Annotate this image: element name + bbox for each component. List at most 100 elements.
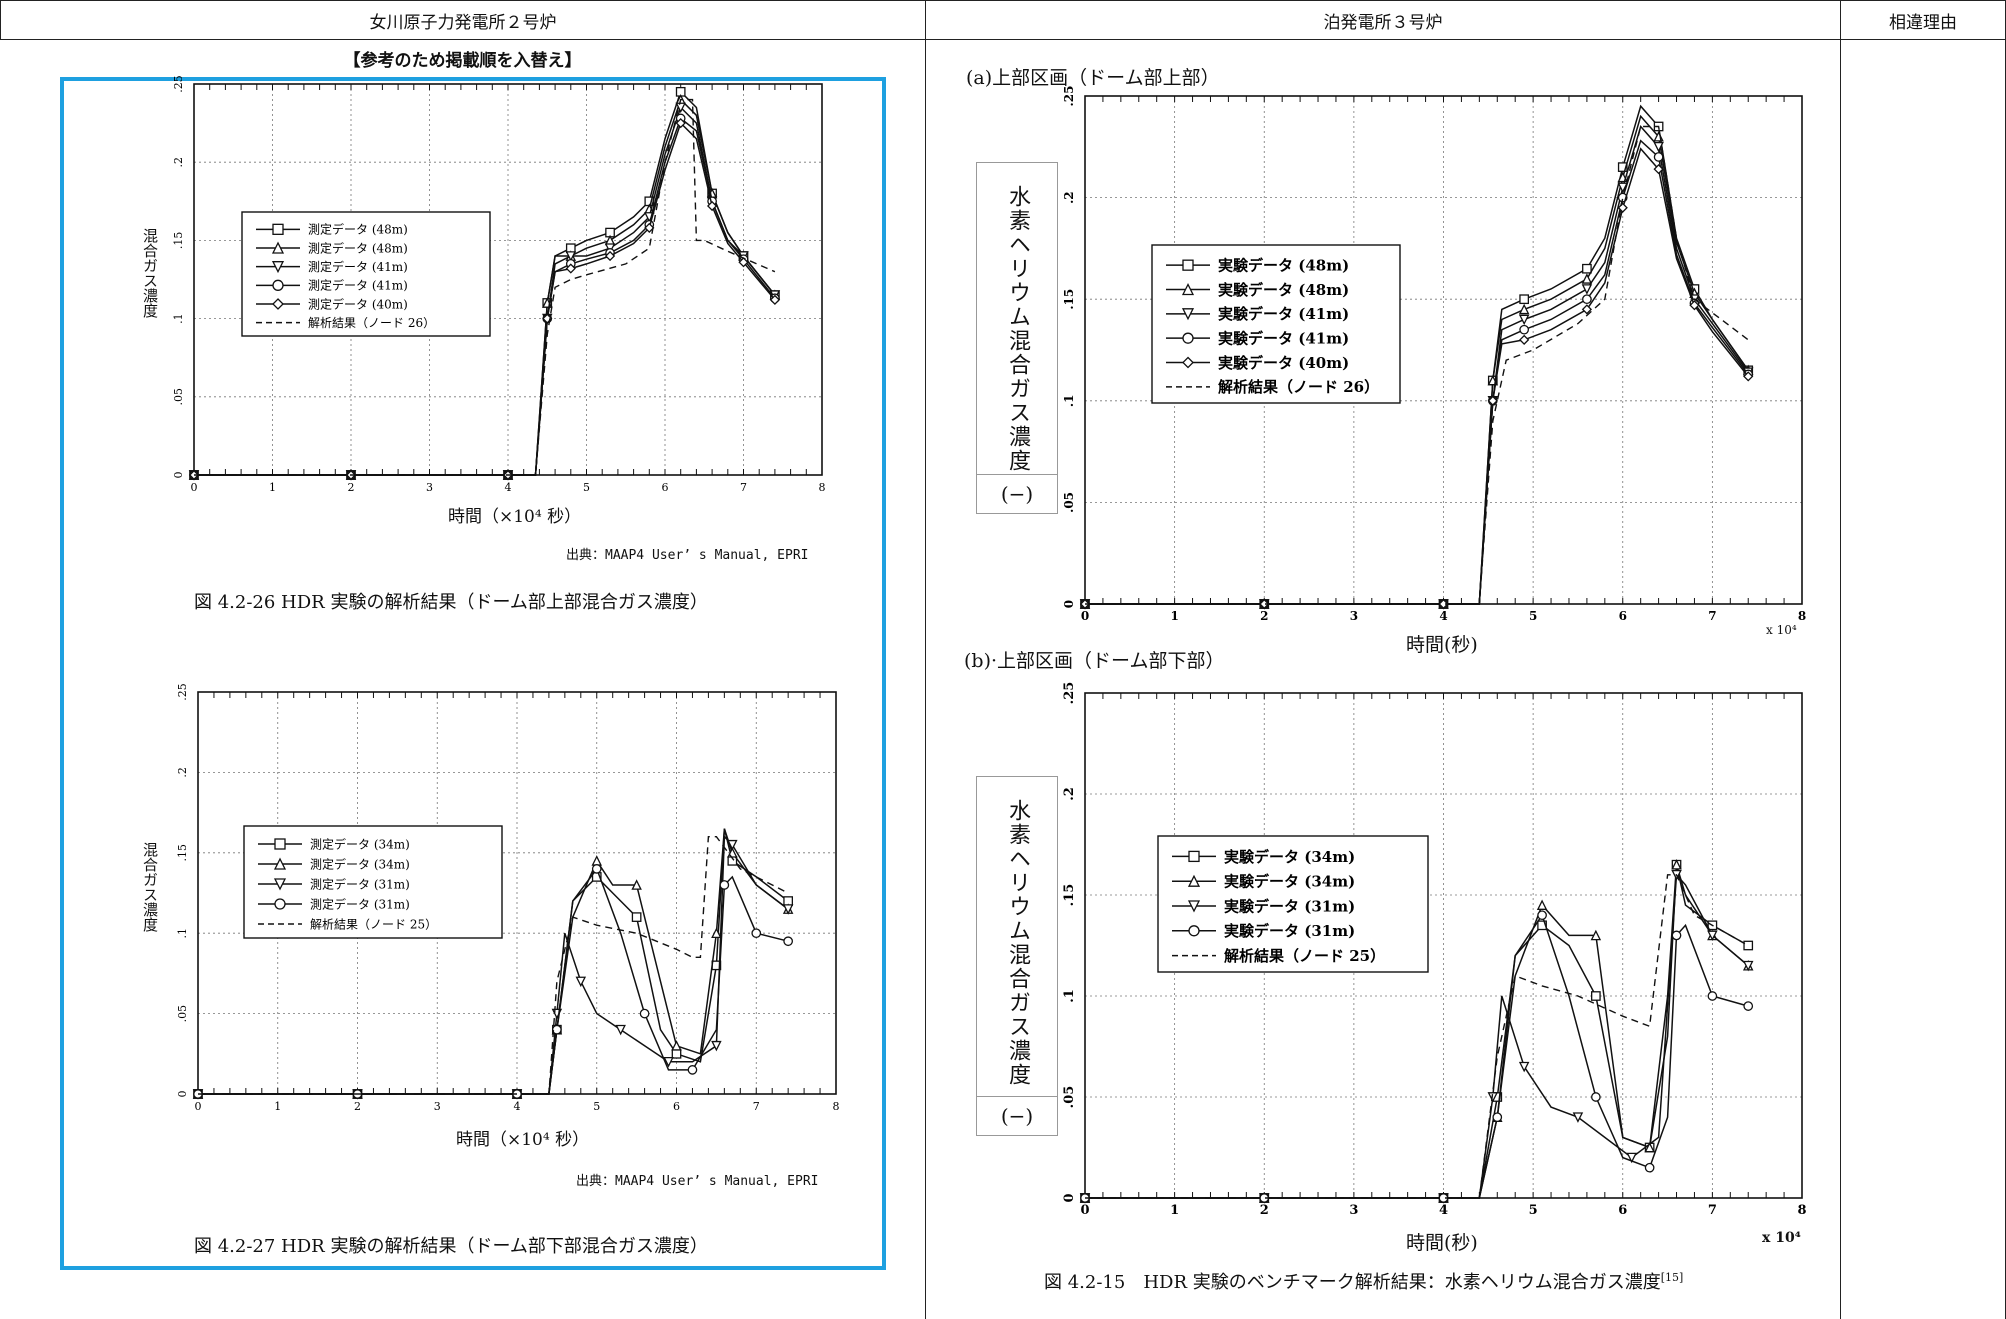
chart-l1-xtick-label: 1 bbox=[269, 481, 276, 494]
chart-l1-legend: 測定データ (48m) 測定データ (48m) 測定データ (41m) 測定データ (… bbox=[241, 211, 491, 337]
chart-r2-data-point bbox=[1518, 1061, 1530, 1073]
chart-l1-xtick-label: 2 bbox=[348, 481, 355, 494]
chart-l2-series-3 bbox=[193, 864, 794, 1099]
chart-r1-legend-marker bbox=[1181, 283, 1195, 296]
chart-r1-xtick-label: 6 bbox=[1619, 609, 1627, 623]
chart-l1-ytick-label: .2 bbox=[172, 157, 185, 168]
chart-r2-data-point bbox=[1743, 940, 1754, 951]
chart-r1-data-point bbox=[1519, 334, 1530, 345]
chart-r2-legend-marker bbox=[1187, 900, 1201, 913]
chart-l1-xtick-label: 8 bbox=[819, 481, 826, 494]
chart-l2-ylabel: 混合ガス濃度 bbox=[141, 842, 159, 932]
chart-l1-ytick-label: .1 bbox=[172, 313, 185, 324]
chart-r1-data-point bbox=[1582, 263, 1592, 274]
chart-l2-ytick-label: .05 bbox=[176, 1005, 189, 1023]
caption-4-2-15-ref: [15] bbox=[1660, 1271, 1684, 1284]
chart-r2-data-point bbox=[1590, 929, 1602, 941]
chart-r1-ylabel-box: 水素ヘリウム混合ガス濃度 (−) bbox=[976, 162, 1058, 514]
chart-r2-legend: 実験データ (34m) 実験データ (34m) 実験データ (31m) 実験データ (… bbox=[1157, 835, 1429, 973]
chart-r2-legend-marker bbox=[1187, 874, 1201, 887]
chart-l2-series-4 bbox=[198, 836, 789, 1095]
chart-l2-legend-marker bbox=[273, 857, 287, 870]
chart-r1-xtick-label: 8 bbox=[1798, 609, 1806, 623]
chart-l2-data-point bbox=[591, 864, 602, 874]
chart-l1-data-point bbox=[644, 222, 655, 234]
chart-r1-ytick-label: .2 bbox=[1062, 191, 1076, 204]
chart-l1-series-5 bbox=[194, 98, 776, 476]
chart-r1-data-point bbox=[1581, 304, 1593, 315]
chart-l2-xtick-label: 2 bbox=[354, 1100, 361, 1113]
chart-r2-data-point bbox=[1536, 899, 1548, 910]
chart-r1-legend-label: 実験データ (41m) bbox=[1218, 330, 1349, 348]
chart-r1-legend-box bbox=[1151, 244, 1401, 404]
chart-r1-series-line bbox=[1085, 125, 1749, 605]
chart-l2-xtick-label: 1 bbox=[274, 1100, 281, 1113]
chart-r1-data-point bbox=[1653, 164, 1664, 175]
chart-l1-ytick-label: .05 bbox=[172, 388, 185, 406]
chart-r2-ytick-label: .2 bbox=[1062, 787, 1077, 801]
chart-l1-data-point bbox=[738, 257, 749, 268]
chart-l2-legend-label: 解析結果（ノード 25） bbox=[310, 917, 437, 931]
chart-r1-data-point bbox=[1518, 303, 1530, 315]
chart-r1-legend-label: 実験データ (40m) bbox=[1218, 354, 1349, 372]
chart-l1-xtick-label: 6 bbox=[662, 481, 669, 494]
chart-l2-data-point bbox=[631, 879, 642, 890]
column-divider-1 bbox=[925, 0, 926, 1319]
chart-l1-data-point bbox=[769, 294, 781, 305]
chart-r1-data-point bbox=[1581, 284, 1593, 295]
chart-r2-data-point bbox=[1644, 1141, 1655, 1153]
chart-l1-legend-label: 測定データ (41m) bbox=[308, 259, 408, 274]
chart-r1-data-point bbox=[1259, 598, 1270, 610]
chart-l1-series-line bbox=[194, 98, 776, 476]
chart-l2-data-point bbox=[552, 1024, 562, 1035]
chart-l2-data-point bbox=[751, 928, 762, 939]
chart-r2-xtick-label: 7 bbox=[1708, 1203, 1717, 1218]
chart-l1-xtick-label: 0 bbox=[191, 481, 198, 494]
chart-r1-xtick-label: 3 bbox=[1350, 609, 1358, 623]
chart-r1-xtick-label: 5 bbox=[1529, 609, 1537, 623]
chart-r1-xtick-label: 7 bbox=[1708, 609, 1716, 623]
chart-l2-data-point bbox=[783, 936, 794, 947]
chart-r2-data-point bbox=[1591, 1092, 1601, 1102]
chart-r1-data-point bbox=[1519, 324, 1530, 335]
chart-l2-xtick-label: 4 bbox=[514, 1100, 521, 1113]
chart-l1-data-point bbox=[675, 117, 686, 129]
chart-r2-data-point bbox=[1707, 991, 1718, 1001]
chart-l1-xtick-label: 4 bbox=[505, 481, 512, 494]
chart-l2-data-point bbox=[711, 927, 722, 939]
chart-r1-legend: 実験データ (48m) 実験データ (48m) 実験データ (41m) 実験データ (… bbox=[1151, 244, 1401, 404]
chart-r2-data-point bbox=[1626, 1152, 1637, 1164]
chart-l2-legend-marker bbox=[273, 878, 287, 891]
chart-l1-xtick-label: 5 bbox=[583, 481, 590, 494]
chart-r1-xmult: x 10⁴ bbox=[1766, 623, 1797, 637]
chart-l2-legend: 測定データ (34m) 測定データ (34m) 測定データ (31m) 測定データ (… bbox=[243, 825, 503, 939]
caption-4-2-26: 図 4.2-26 HDR 実験の解析結果（ドーム部上部混合ガス濃度） bbox=[194, 592, 708, 613]
chart-r2-data-point bbox=[1537, 910, 1547, 921]
chart-r2-ytick-label: .1 bbox=[1062, 989, 1077, 1003]
chart-l2-xtick-label: 0 bbox=[195, 1100, 202, 1113]
chart-l2-legend-label: 測定データ (34m) bbox=[310, 856, 410, 871]
chart-r2-xtick-label: 6 bbox=[1618, 1203, 1627, 1218]
chart-l1-legend-marker bbox=[271, 241, 285, 254]
chart-l2-xlabel: 時間（×10⁴ 秒） bbox=[456, 1130, 590, 1150]
chart-r1-data-point bbox=[1653, 141, 1664, 153]
chart-r2-legend-label: 実験データ (31m) bbox=[1224, 922, 1355, 940]
chart-r1-xlabel: 時間(秒) bbox=[1406, 634, 1478, 656]
chart-r1-ytick-label: .05 bbox=[1062, 492, 1076, 513]
chart-l2-xtick-label: 3 bbox=[434, 1100, 441, 1113]
chart-r2-xtick-label: 4 bbox=[1439, 1203, 1448, 1218]
chart-r2-legend-label: 実験データ (34m) bbox=[1224, 873, 1355, 891]
chart-r2-yunit: (−) bbox=[977, 1096, 1057, 1135]
chart-r2-xtick-label: 5 bbox=[1529, 1203, 1538, 1218]
chart-l1-legend-label: 解析結果（ノード 26） bbox=[308, 316, 435, 330]
chart-r2-data-point bbox=[1644, 1162, 1655, 1173]
chart-r1-xtick-label: 4 bbox=[1439, 609, 1447, 623]
chart-r2-data-point bbox=[1591, 991, 1601, 1001]
chart-r1-data-point bbox=[1582, 294, 1592, 305]
chart-l1-data-point bbox=[675, 102, 686, 114]
column-divider-2 bbox=[1840, 0, 1841, 1319]
chart-r1-legend-marker bbox=[1181, 308, 1195, 321]
chart-r1-data-point bbox=[1743, 371, 1754, 382]
chart-r2-ytick-label: .25 bbox=[1062, 682, 1077, 705]
